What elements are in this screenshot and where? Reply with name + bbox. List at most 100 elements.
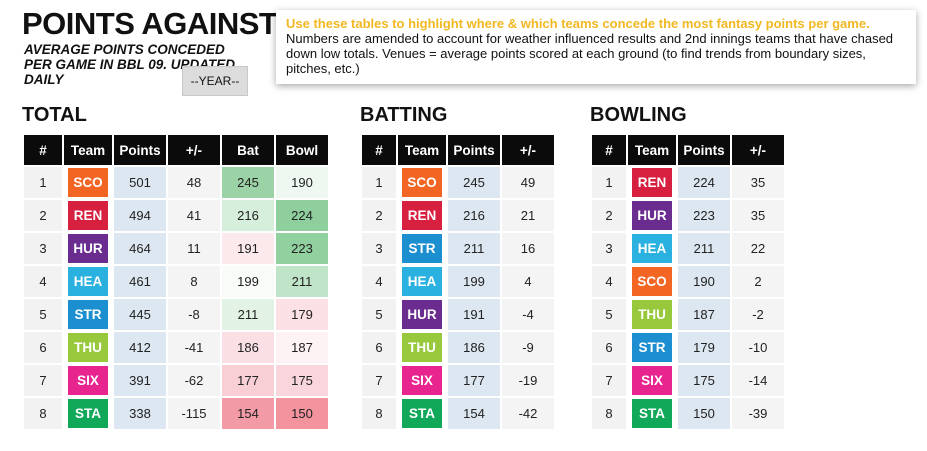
rank-cell: 4: [362, 266, 396, 297]
bowling-col-header: Team: [628, 135, 676, 165]
table-row: 3 HEA 211 22: [592, 233, 784, 264]
team-cell: HEA: [628, 233, 676, 264]
table-row: 8 STA 150 -39: [592, 398, 784, 429]
team-badge: REN: [402, 201, 442, 230]
diff-cell: -19: [502, 365, 554, 396]
table-row: 2 HUR 223 35: [592, 200, 784, 231]
batting-col-header: Points: [448, 135, 500, 165]
points-cell: 154: [448, 398, 500, 429]
team-badge: HEA: [632, 234, 672, 263]
table-row: 4 HEA 199 4: [362, 266, 554, 297]
diff-cell: -10: [732, 332, 784, 363]
diff-cell: -9: [502, 332, 554, 363]
total-col-header: +/-: [168, 135, 220, 165]
team-badge: REN: [68, 201, 108, 230]
team-cell: STA: [64, 398, 112, 429]
table-row: 6 STR 179 -10: [592, 332, 784, 363]
rank-cell: 3: [592, 233, 626, 264]
diff-cell: 35: [732, 167, 784, 198]
bowling-table: # Team Points +/- 1 REN 224 35 2 HUR 223 35 3 HEA 211…: [590, 133, 786, 431]
team-cell: THU: [398, 332, 446, 363]
team-badge: SCO: [402, 168, 442, 197]
points-cell: 494: [114, 200, 166, 231]
points-cell: 223: [678, 200, 730, 231]
bowl-cell: 211: [276, 266, 328, 297]
rank-cell: 1: [362, 167, 396, 198]
points-cell: 245: [448, 167, 500, 198]
rank-cell: 3: [24, 233, 62, 264]
table-row: 4 SCO 190 2: [592, 266, 784, 297]
points-cell: 175: [678, 365, 730, 396]
table-row: 7 SIX 177 -19: [362, 365, 554, 396]
team-badge: SIX: [632, 366, 672, 395]
team-badge: STA: [632, 399, 672, 428]
table-row: 7 SIX 175 -14: [592, 365, 784, 396]
points-cell: 150: [678, 398, 730, 429]
batting-col-header: #: [362, 135, 396, 165]
table-row: 1 SCO 245 49: [362, 167, 554, 198]
team-badge: HEA: [68, 267, 108, 296]
points-cell: 216: [448, 200, 500, 231]
rank-cell: 3: [362, 233, 396, 264]
team-cell: REN: [398, 200, 446, 231]
rank-cell: 2: [592, 200, 626, 231]
team-cell: REN: [628, 167, 676, 198]
team-cell: STA: [398, 398, 446, 429]
diff-cell: -8: [168, 299, 220, 330]
batting-header-row: # Team Points +/-: [362, 135, 554, 165]
team-badge: STR: [68, 300, 108, 329]
rank-cell: 6: [362, 332, 396, 363]
diff-cell: -39: [732, 398, 784, 429]
total-col-header: Bowl: [276, 135, 328, 165]
diff-cell: 41: [168, 200, 220, 231]
table-row: 5 STR 445 -8 211 179: [24, 299, 328, 330]
team-badge: THU: [68, 333, 108, 362]
total-col-header: Points: [114, 135, 166, 165]
points-cell: 211: [678, 233, 730, 264]
team-cell: THU: [64, 332, 112, 363]
diff-cell: -4: [502, 299, 554, 330]
team-cell: HUR: [398, 299, 446, 330]
points-cell: 461: [114, 266, 166, 297]
team-cell: STA: [628, 398, 676, 429]
team-cell: SCO: [628, 266, 676, 297]
bowl-cell: 150: [276, 398, 328, 429]
team-badge: SIX: [402, 366, 442, 395]
rank-cell: 8: [592, 398, 626, 429]
team-cell: SIX: [628, 365, 676, 396]
table-row: 2 REN 216 21: [362, 200, 554, 231]
total-col-header: #: [24, 135, 62, 165]
team-cell: SCO: [64, 167, 112, 198]
team-badge: HUR: [402, 300, 442, 329]
table-row: 3 HUR 464 11 191 223: [24, 233, 328, 264]
diff-cell: 16: [502, 233, 554, 264]
year-select[interactable]: --YEAR--: [182, 66, 248, 96]
rank-cell: 7: [24, 365, 62, 396]
team-cell: STR: [398, 233, 446, 264]
bowling-header-row: # Team Points +/-: [592, 135, 784, 165]
bowl-cell: 187: [276, 332, 328, 363]
rank-cell: 2: [362, 200, 396, 231]
team-cell: HUR: [628, 200, 676, 231]
diff-cell: -41: [168, 332, 220, 363]
team-cell: HUR: [64, 233, 112, 264]
team-badge: SCO: [632, 267, 672, 296]
points-cell: 464: [114, 233, 166, 264]
rank-cell: 1: [592, 167, 626, 198]
team-badge: SIX: [68, 366, 108, 395]
team-badge: STA: [402, 399, 442, 428]
bowling-col-header: Points: [678, 135, 730, 165]
team-cell: SIX: [64, 365, 112, 396]
diff-cell: -62: [168, 365, 220, 396]
rank-cell: 4: [592, 266, 626, 297]
diff-cell: 2: [732, 266, 784, 297]
team-badge: HUR: [68, 234, 108, 263]
bat-cell: 191: [222, 233, 274, 264]
bat-cell: 154: [222, 398, 274, 429]
bat-cell: 245: [222, 167, 274, 198]
diff-cell: 35: [732, 200, 784, 231]
diff-cell: 11: [168, 233, 220, 264]
team-badge: HEA: [402, 267, 442, 296]
diff-cell: 8: [168, 266, 220, 297]
bowl-cell: 179: [276, 299, 328, 330]
